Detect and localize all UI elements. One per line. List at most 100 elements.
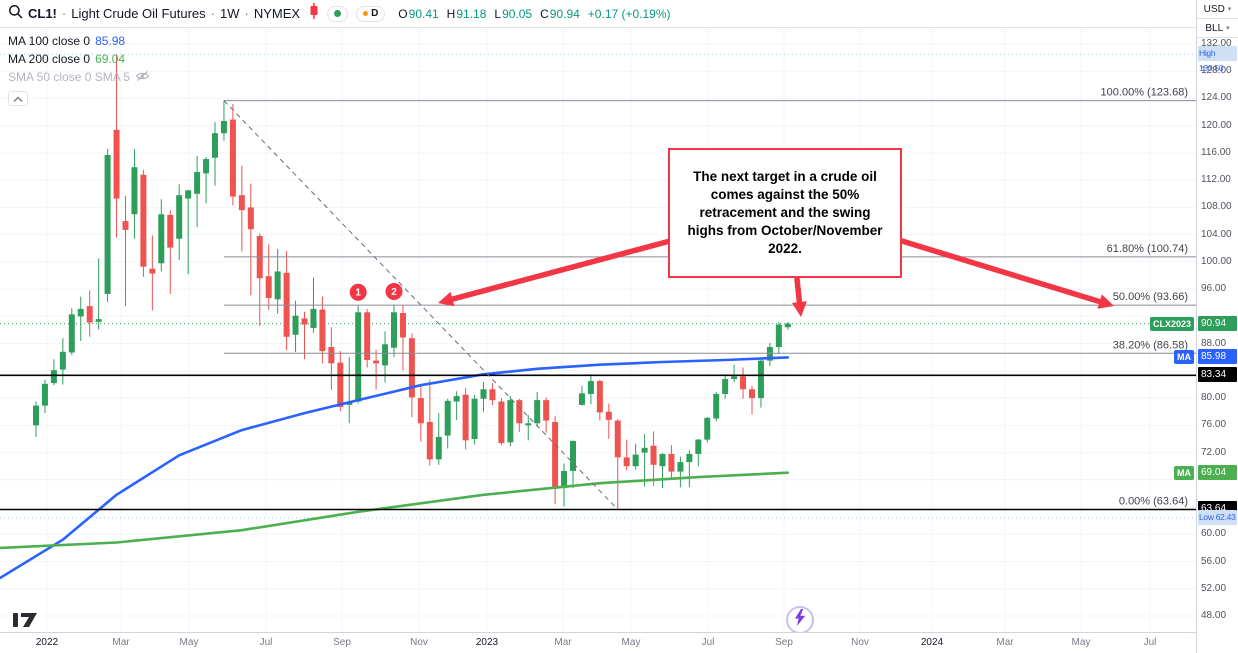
candle [247, 207, 254, 230]
fib-label: 100.00% (123.68) [1101, 87, 1188, 99]
price-tick: 108.00 [1201, 201, 1232, 213]
annotation-arrow[interactable] [899, 238, 1103, 305]
candle [399, 312, 406, 338]
candle [319, 309, 326, 352]
candle [659, 453, 666, 467]
time-label: 2023 [475, 637, 499, 648]
legend-ma100[interactable]: MA 100 close 0 85.98 [8, 32, 150, 50]
candle [757, 360, 764, 399]
candle [775, 324, 782, 348]
market-status-indicator[interactable] [327, 5, 349, 22]
eye-off-icon[interactable] [135, 70, 150, 85]
candle [417, 398, 424, 424]
symbol-description[interactable]: Light Crude Oil Futures [71, 6, 206, 21]
time-label: Jul [701, 637, 715, 648]
annotation-arrow-head [1097, 294, 1114, 309]
swing-marker[interactable] [385, 283, 403, 301]
indicator-legend: MA 100 close 0 85.98 MA 200 close 0 69.0… [8, 32, 150, 106]
candle [50, 370, 57, 384]
price-tick: 60.00 [1201, 528, 1227, 540]
candle [722, 379, 729, 395]
separator: · [61, 6, 67, 21]
price-tick: 80.00 [1201, 392, 1227, 404]
candle [668, 453, 675, 472]
legend-collapse-button[interactable] [8, 91, 28, 106]
candle [605, 411, 612, 420]
candle [480, 389, 487, 399]
price-tick: 100.00 [1201, 255, 1232, 267]
candle [158, 214, 165, 264]
contract-edge-label: CLX2023 [1149, 316, 1194, 331]
price-tick: 76.00 [1201, 419, 1227, 431]
candle [650, 445, 657, 465]
interval-label[interactable]: 1W [219, 6, 240, 21]
chart-area[interactable]: 100.00% (123.68) 61.80% (100.74) 50.00% (9… [0, 28, 1196, 632]
low-label: L [494, 6, 502, 21]
candle [194, 172, 201, 194]
candle [355, 312, 362, 402]
price-tick: 112.00 [1201, 174, 1231, 186]
legend-sma50[interactable]: SMA 50 close 0 SMA 5 [8, 68, 150, 86]
legend-ma200[interactable]: MA 200 close 0 69.04 [8, 50, 150, 68]
quick-action-button[interactable] [786, 606, 814, 632]
candle [784, 323, 791, 328]
candle [41, 383, 48, 406]
candle [614, 420, 621, 458]
candle [238, 195, 245, 211]
annotation-text: The next target in a crude oil comes aga… [687, 168, 883, 257]
swing-marker[interactable] [349, 283, 367, 301]
candle [561, 470, 568, 488]
fib-anchor-trendline[interactable] [223, 100, 619, 510]
tradingview-logo[interactable] [12, 610, 38, 632]
annotation-arrow-head [791, 301, 807, 317]
chevron-down-icon: ▾ [1226, 25, 1230, 32]
high-label: H [446, 6, 456, 21]
candle [265, 276, 272, 298]
price-tick: 120.00 [1201, 119, 1232, 131]
candle [140, 174, 147, 267]
candle [301, 318, 308, 325]
close-label: C [540, 6, 549, 21]
price-tick: 72.00 [1201, 446, 1227, 458]
price-tick: 52.00 [1201, 582, 1227, 594]
candle [33, 405, 39, 426]
time-label: Nov [851, 637, 869, 648]
candle [122, 221, 129, 230]
time-axis[interactable]: 2022 Mar May Jul Sep Nov 2023 Mar May Jul Sep Nov 20… [0, 632, 1196, 653]
annotation-callout[interactable]: The next target in a crude oil comes aga… [668, 148, 902, 278]
ma100-line[interactable] [0, 356, 790, 580]
candle [310, 308, 317, 328]
price-tick: 128.00 [1201, 64, 1232, 78]
chart-pane[interactable]: 100.00% (123.68) 61.80% (100.74) 50.00% (9… [0, 28, 1196, 632]
candle [212, 133, 218, 158]
time-label: 2024 [920, 637, 944, 648]
candle [274, 271, 281, 300]
price-axis[interactable]: USD ▾ BLL ▾ 132.00 128.00 124.00 120.00 116.… [1196, 0, 1238, 653]
candle [543, 400, 550, 421]
currency-button[interactable]: USD ▾ [1197, 0, 1238, 19]
candle [507, 400, 514, 443]
time-label: Sep [775, 637, 793, 648]
candle [382, 344, 389, 366]
candle [713, 394, 720, 419]
ma200-line[interactable] [0, 471, 790, 550]
time-label: Jul [259, 637, 273, 648]
exchange-label[interactable]: NYMEX [253, 6, 301, 21]
candle [570, 440, 576, 471]
candle [471, 398, 478, 439]
symbol-search-icon[interactable] [8, 4, 23, 24]
time-label: Sep [333, 637, 351, 648]
price-tick: 96.00 [1201, 283, 1227, 295]
fib-label: 50.00% (93.66) [1113, 291, 1188, 303]
candle [185, 190, 192, 199]
annotation-arrow[interactable] [449, 238, 673, 302]
chevron-up-icon [13, 90, 23, 108]
chart-toolbar: CL1! · Light Crude Oil Futures · 1W · NY… [0, 0, 1196, 28]
candle [453, 396, 460, 402]
delayed-data-indicator[interactable]: D [356, 5, 386, 22]
symbol-name[interactable]: CL1! [28, 6, 57, 21]
candle [766, 347, 773, 361]
annotation-arrow[interactable] [794, 276, 803, 305]
annotation-arrow-head [438, 291, 455, 307]
unit-button[interactable]: BLL ▾ [1197, 19, 1238, 38]
